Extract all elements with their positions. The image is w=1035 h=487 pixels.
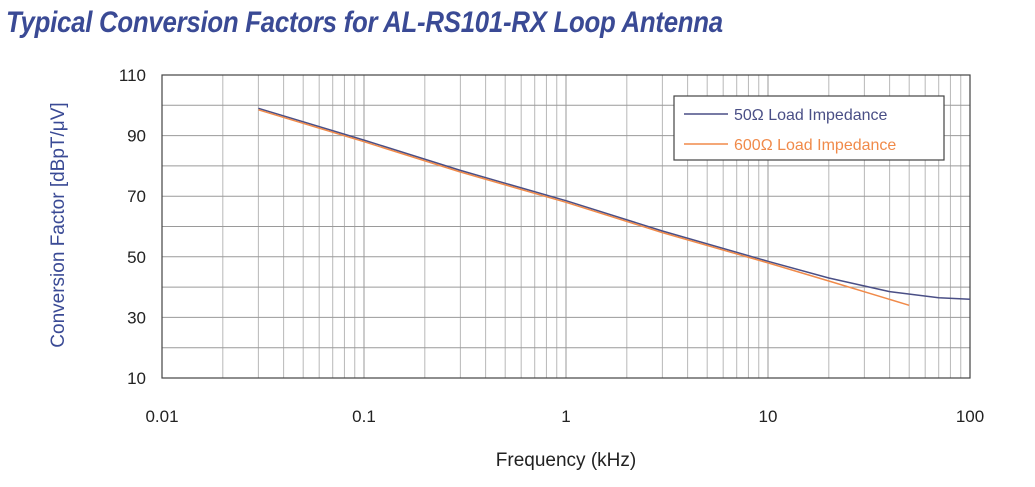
series-layer	[258, 107, 971, 307]
y-tick-label: 110	[119, 66, 146, 85]
legend-box	[673, 95, 945, 161]
x-tick-label: 0.1	[352, 407, 376, 426]
x-tick-label: 10	[759, 407, 778, 426]
legend-label-1: 600Ω Load Impedance	[734, 137, 896, 154]
legend-label-0: 50Ω Load Impedance	[734, 107, 888, 124]
y-tick-label: 30	[127, 308, 146, 327]
legend: 50Ω Load Impedance 600Ω Load Impedance	[673, 95, 945, 161]
series-line-0	[258, 107, 971, 300]
x-tick-label: 1	[561, 407, 570, 426]
series-line-1	[258, 109, 910, 307]
x-axis-label: Frequency (kHz)	[496, 450, 636, 471]
plot-frame	[161, 74, 971, 379]
x-tick-label: 0.01	[145, 407, 178, 426]
y-tick-label: 90	[127, 127, 146, 146]
chart-title: Typical Conversion Factors for AL-RS101-…	[6, 6, 723, 39]
grid-lines	[161, 74, 971, 379]
y-axis-label: Conversion Factor [dBpT/μV]	[48, 102, 69, 347]
y-tick-label: 70	[127, 187, 146, 206]
y-tick-label: 50	[127, 248, 146, 267]
y-tick-label: 10	[127, 369, 146, 388]
x-tick-label: 100	[956, 407, 984, 426]
